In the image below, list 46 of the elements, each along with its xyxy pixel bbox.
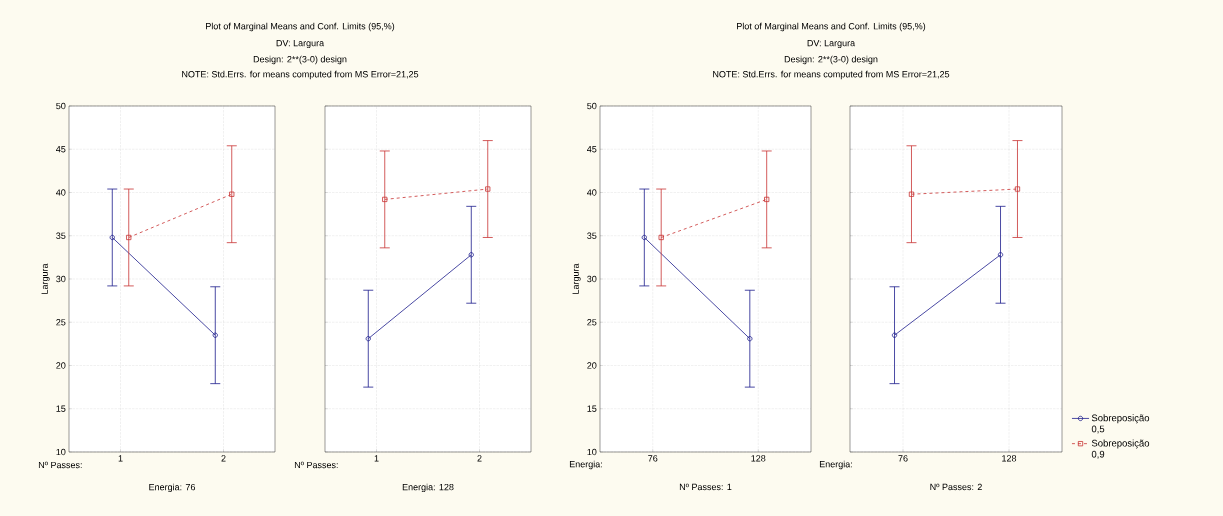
y-axis-title: Largura [572,263,581,294]
x-axis-title: Energia: 76 [149,483,196,493]
y-tick-label: 10 [56,448,66,456]
text: DV: Largura [807,39,856,49]
y-tick-label: 35 [587,232,597,239]
y-tick-label: 45 [587,146,597,153]
x-tick-label: 76 [898,455,908,462]
x-tick-label: 76 [648,455,658,462]
y-tick-label: 45 [56,146,66,153]
text: Design: 2**(3-0) design [784,55,878,65]
text: Nº Passes: [38,461,82,469]
y-tick-label: 50 [56,102,66,110]
y-tick-label: 50 [587,102,597,110]
text: Energia: [819,460,852,470]
y-tick-label: 30 [587,275,597,283]
x-tick-label: 1 [374,455,379,462]
text: Nº Passes: [294,461,338,469]
y-tick-label: 30 [56,275,66,283]
y-axis-title: Largura [41,263,50,294]
x-tick-label: 128 [1002,455,1017,462]
y-tick-label: 25 [56,319,66,326]
x-axis-title: Nº Passes: 2 [930,483,982,491]
y-tick-label: 40 [56,189,66,196]
y-tick-label: 35 [56,232,66,239]
legend-label: Sobreposição 0,5 [1091,414,1150,434]
y-tick-label: 10 [587,448,597,456]
text: Plot of Marginal Means and Conf. Limits (95,%) [737,22,926,32]
text: Plot of Marginal Means and Conf. Limits (95,%) [206,22,395,32]
x-tick-label: 2 [221,455,226,462]
y-tick-label: 20 [587,362,597,369]
legend-label: Sobreposição 0,9 [1091,439,1150,459]
x-tick-label: 128 [751,455,766,462]
x-axis-title: Nº Passes: 1 [679,483,732,491]
y-tick-label: 15 [587,405,597,412]
text: Energia: [569,460,602,470]
text: NOTE: Std.Errs. for means computed from MS Error=21,25 [182,70,419,80]
x-axis-title: Energia: 128 [402,483,454,493]
x-tick-label: 2 [477,455,482,462]
y-tick-label: 40 [587,189,597,196]
y-tick-label: 15 [56,405,66,412]
text: NOTE: Std.Errs. for means computed from MS Error=21,25 [713,70,950,80]
text: DV: Largura [276,39,325,49]
text: Design: 2**(3-0) design [253,55,347,65]
x-tick-label: 1 [118,455,123,462]
y-tick-label: 25 [587,319,597,326]
y-tick-label: 20 [56,362,66,369]
